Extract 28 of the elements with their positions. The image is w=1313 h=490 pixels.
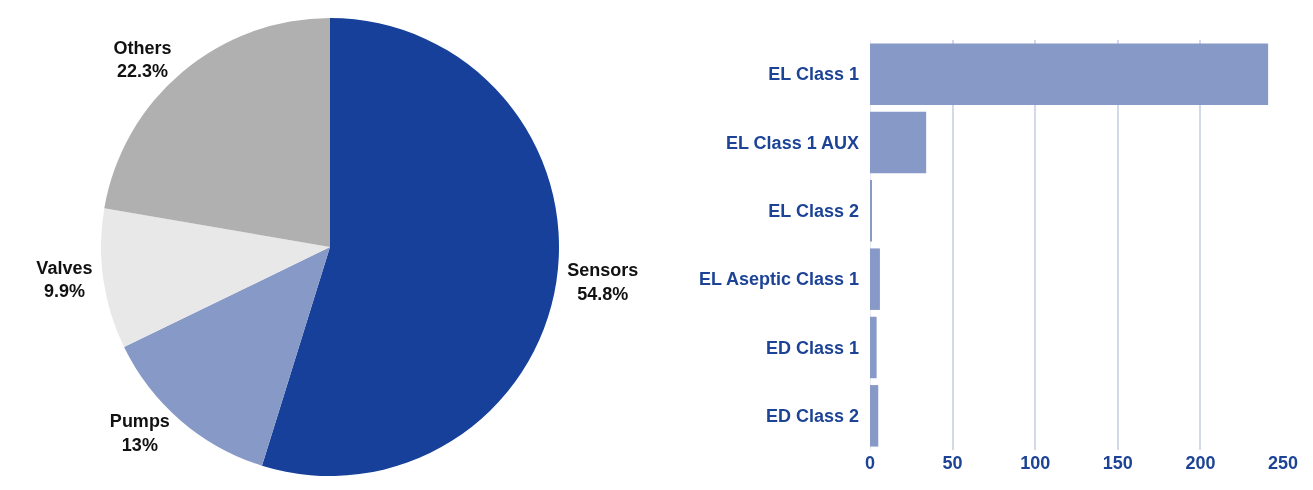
y-tick-label: ED Class 1 <box>765 337 859 358</box>
y-tick-label: EL Aseptic Class 1 <box>698 269 859 290</box>
x-tick-label: 250 <box>1267 453 1299 473</box>
pie-slice <box>261 18 559 476</box>
data-label: 54.8% <box>577 283 629 304</box>
y-tick-label: EL Class 1 <box>768 64 859 85</box>
x-tick-label: 100 <box>1020 453 1051 473</box>
pie-slice <box>104 18 330 247</box>
bar <box>870 316 877 379</box>
x-tick-label: 0 <box>864 453 876 473</box>
data-label: 22.3% <box>116 60 169 81</box>
slice-label: Others <box>113 37 172 58</box>
bar <box>870 43 1269 105</box>
slice-label: Pumps <box>109 411 170 432</box>
data-label: 9.9% <box>43 281 85 302</box>
y-tick-label: ED Class 2 <box>765 406 859 427</box>
y-tick-label: EL Class 1 AUX <box>725 132 859 153</box>
x-tick-label: 200 <box>1185 453 1216 473</box>
slice-label: Sensors <box>567 260 639 281</box>
slice-label: Valves <box>36 258 93 278</box>
y-tick-label: EL Class 2 <box>768 201 859 222</box>
bar <box>870 248 880 310</box>
pie-slice <box>101 208 330 348</box>
data-label: 13% <box>121 434 158 455</box>
bar <box>870 111 927 174</box>
x-tick-label: 50 <box>942 453 963 473</box>
x-tick-label: 150 <box>1102 453 1133 473</box>
bar <box>870 385 879 447</box>
